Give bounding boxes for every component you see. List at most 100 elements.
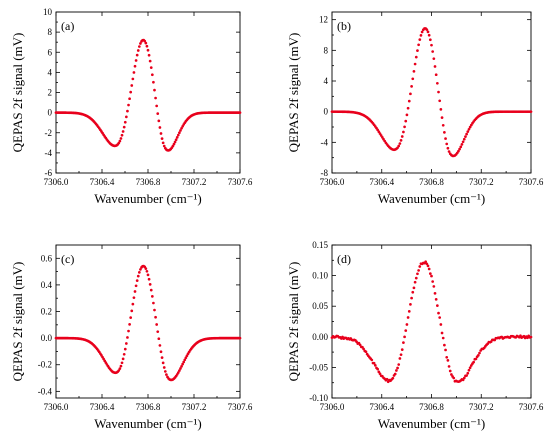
data-point (118, 139, 122, 143)
data-point (179, 367, 182, 370)
data-point (465, 132, 468, 136)
data-point (174, 138, 178, 142)
data-point (120, 133, 124, 137)
data-point (182, 360, 186, 364)
data-point (419, 34, 423, 37)
y-tick-label: -0.2 (38, 360, 52, 370)
data-point (130, 84, 134, 87)
data-point (147, 53, 151, 57)
data-point (466, 130, 470, 133)
data-point (122, 352, 126, 356)
data-point (137, 271, 141, 274)
data-point (467, 368, 471, 372)
data-point (430, 274, 433, 278)
data-point (370, 358, 374, 362)
data-point (426, 264, 430, 268)
data-point (376, 367, 379, 371)
data-point (436, 81, 439, 85)
y-tick-label: 4 (324, 76, 329, 86)
x-axis-label: Wavenumber (cm⁻¹) (94, 191, 202, 206)
data-point (413, 280, 417, 284)
data-point (432, 285, 436, 288)
y-tick-label: 0.0 (41, 333, 53, 343)
data-point (476, 354, 480, 357)
data-point (153, 88, 156, 92)
x-tick-label: 7306.0 (320, 402, 345, 412)
data-point (403, 335, 406, 339)
data-point (391, 376, 395, 380)
y-tick-label: 0.2 (41, 307, 52, 317)
data-point (404, 329, 408, 332)
data-point (443, 130, 446, 134)
data-point (416, 49, 419, 53)
data-point (126, 109, 129, 113)
data-point (172, 142, 176, 146)
data-point (157, 337, 161, 341)
data-point (149, 288, 153, 292)
data-point (173, 140, 177, 144)
data-point (119, 137, 123, 140)
y-tick-label: -0.10 (309, 393, 328, 403)
data-point (411, 77, 415, 81)
data-point (437, 311, 440, 315)
data-point (407, 99, 411, 103)
y-axis-label: QEPAS 2f signal (mV) (10, 262, 25, 382)
y-tick-label: 8 (324, 45, 329, 55)
data-point (452, 376, 456, 380)
data-point (406, 106, 410, 110)
data-point (448, 369, 452, 373)
data-point (396, 366, 399, 370)
data-point (466, 371, 470, 375)
data-point (420, 30, 424, 34)
data-point (178, 131, 181, 135)
y-tick-label: -8 (321, 168, 329, 178)
data-point (395, 369, 398, 372)
data-point (128, 323, 131, 326)
data-point (144, 267, 148, 270)
data-point (432, 57, 436, 61)
data-point (404, 119, 408, 123)
data-point (136, 274, 140, 278)
chart-panel-c: 7306.0 7306.4 7306.8 7307.2 7307.6 -0.4 -0.2 0.… (10, 244, 253, 431)
data-point (411, 290, 415, 294)
chart-panel-b: 7306.0 7306.4 7306.8 7307.2 7307.6 -8 -4 0 4 8 12 (… (286, 11, 544, 206)
data-point (179, 129, 182, 132)
panel-label: (a) (61, 19, 74, 33)
data-point (468, 366, 472, 370)
data-point (162, 366, 166, 369)
data-point (414, 276, 418, 280)
y-tick-label: 4 (48, 67, 53, 77)
y-tick-label: -4 (45, 148, 53, 158)
data-point (439, 323, 443, 326)
data-point (145, 269, 149, 273)
data-point (519, 334, 522, 338)
data-point (125, 342, 128, 345)
data-point (445, 142, 449, 146)
data-point (385, 377, 389, 381)
data-point (358, 343, 362, 347)
data-point (529, 335, 533, 339)
data-point (467, 127, 471, 131)
data-point (125, 115, 128, 119)
data-point (434, 73, 438, 77)
x-tick-label: 7307.2 (182, 177, 207, 187)
data-point (133, 64, 137, 68)
panel-label: (c) (61, 252, 74, 266)
data-point (405, 113, 409, 117)
x-axis-label: Wavenumber (cm⁻¹) (378, 191, 486, 206)
data-point (135, 53, 139, 57)
data-point (147, 277, 151, 281)
panel-label: (d) (337, 252, 351, 266)
plot-frame (55, 244, 241, 399)
data-point (425, 262, 429, 266)
x-tick-label: 7306.0 (320, 177, 345, 187)
data-point (447, 150, 451, 153)
data-point (122, 125, 126, 129)
data-point (128, 97, 131, 101)
data-point (440, 116, 444, 119)
y-axis-label: QEPAS 2f signal (mV) (10, 33, 25, 153)
data-point (176, 371, 180, 374)
data-point (444, 348, 447, 352)
data-point (441, 336, 445, 340)
data-point (458, 147, 461, 151)
